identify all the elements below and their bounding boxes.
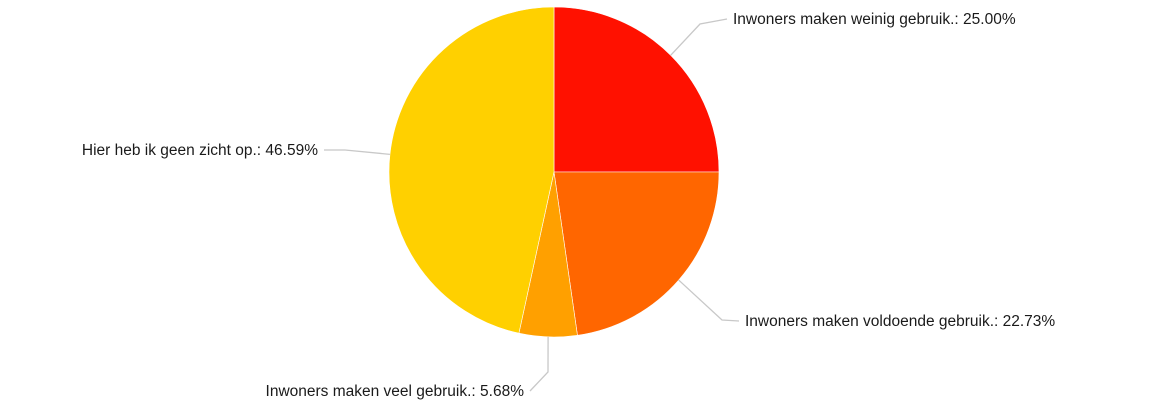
leader-line-3 (529, 336, 549, 392)
pie-slices (388, 6, 720, 338)
leader-line-2 (678, 279, 740, 322)
slice-label-4: Hier heb ik geen zicht op.: 46.59% (82, 142, 318, 159)
slice-label-1: Inwoners maken weinig gebruik.: 25.00% (733, 11, 1016, 28)
leader-lines (324, 18, 740, 392)
pie-slice-2 (553, 171, 720, 336)
slice-label-3: Inwoners maken veel gebruik.: 5.68% (266, 383, 525, 400)
leader-line-1 (670, 18, 728, 56)
leader-line-4 (324, 149, 391, 156)
pie-slice-1 (553, 6, 720, 173)
slice-label-2: Inwoners maken voldoende gebruik.: 22.73… (745, 313, 1055, 330)
slice-labels: Inwoners maken weinig gebruik.: 25.00% In… (82, 11, 1056, 400)
pie-slice-4 (388, 6, 555, 334)
